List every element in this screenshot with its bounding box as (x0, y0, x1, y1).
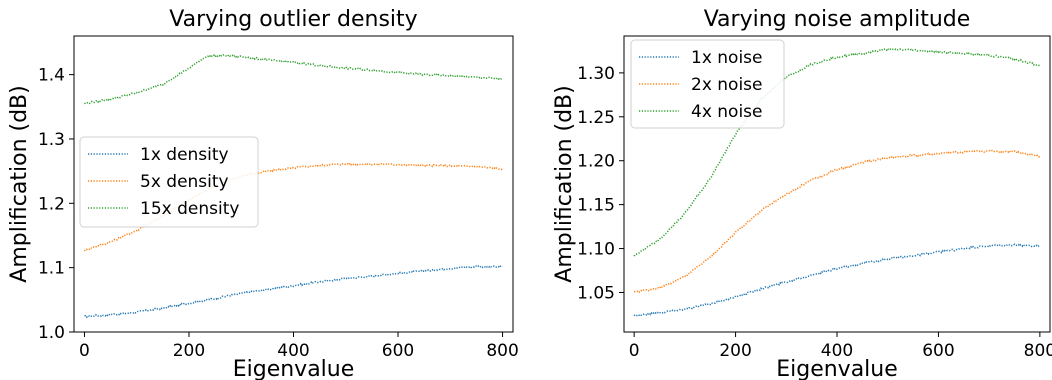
y-tick-label: 1.3 (38, 130, 65, 150)
series-line-3 (633, 47, 1041, 257)
legend-label: 15x density (140, 199, 239, 219)
legend-label: 4x noise (691, 102, 763, 122)
x-tick-label: 0 (629, 341, 640, 361)
x-tick-label: 200 (173, 341, 205, 361)
legend-label: 1x density (140, 145, 229, 165)
x-tick-label: 400 (821, 341, 853, 361)
chart-noise-amplitude: Varying noise amplitude 0 200 400 600 800 1.05… (552, 7, 1052, 380)
chart-title: Varying noise amplitude (704, 7, 971, 32)
series-line-1 (633, 243, 1041, 318)
y-tick-label: 1.10 (577, 240, 615, 260)
y-tick-label: 1.25 (577, 108, 615, 128)
legend-label: 2x noise (691, 75, 763, 95)
x-tick-label: 800 (486, 341, 518, 361)
series-line-1 (84, 264, 503, 319)
chart-title: Varying outlier density (169, 7, 417, 32)
series-line-2 (634, 149, 1041, 294)
y-tick-label: 1.20 (577, 152, 615, 172)
x-tick-label: 800 (1024, 341, 1052, 361)
x-axis-label: Eigenvalue (233, 357, 355, 380)
y-tick-label: 1.05 (577, 283, 615, 303)
legend-label: 5x density (140, 172, 229, 192)
x-tick-label: 0 (79, 341, 90, 361)
plot-area (633, 47, 1041, 318)
y-tick-label: 1.2 (38, 194, 65, 214)
legend: 1x noise 2x noise 4x noise (630, 39, 785, 129)
chart-outlier-density: Varying outlier density 0 200 400 600 800 1.0 1… (7, 7, 519, 380)
series-line-3 (83, 53, 503, 105)
y-tick-label: 1.0 (38, 323, 65, 343)
legend: 1x density 5x density 15x density (79, 136, 259, 228)
y-tick-label: 1.1 (38, 259, 65, 279)
x-tick-label: 200 (719, 341, 751, 361)
x-axis-label: Eigenvalue (776, 357, 898, 380)
y-axis-label: Amplification (dB) (552, 85, 577, 282)
y-tick-label: 1.4 (38, 66, 65, 86)
y-tick-label: 1.15 (577, 196, 615, 216)
y-axis-label: Amplification (dB) (7, 85, 32, 282)
legend-label: 1x noise (691, 48, 763, 68)
y-tick-label: 1.30 (577, 64, 615, 84)
x-tick-label: 600 (382, 341, 414, 361)
x-tick-label: 600 (922, 341, 954, 361)
x-tick-label: 400 (277, 341, 309, 361)
